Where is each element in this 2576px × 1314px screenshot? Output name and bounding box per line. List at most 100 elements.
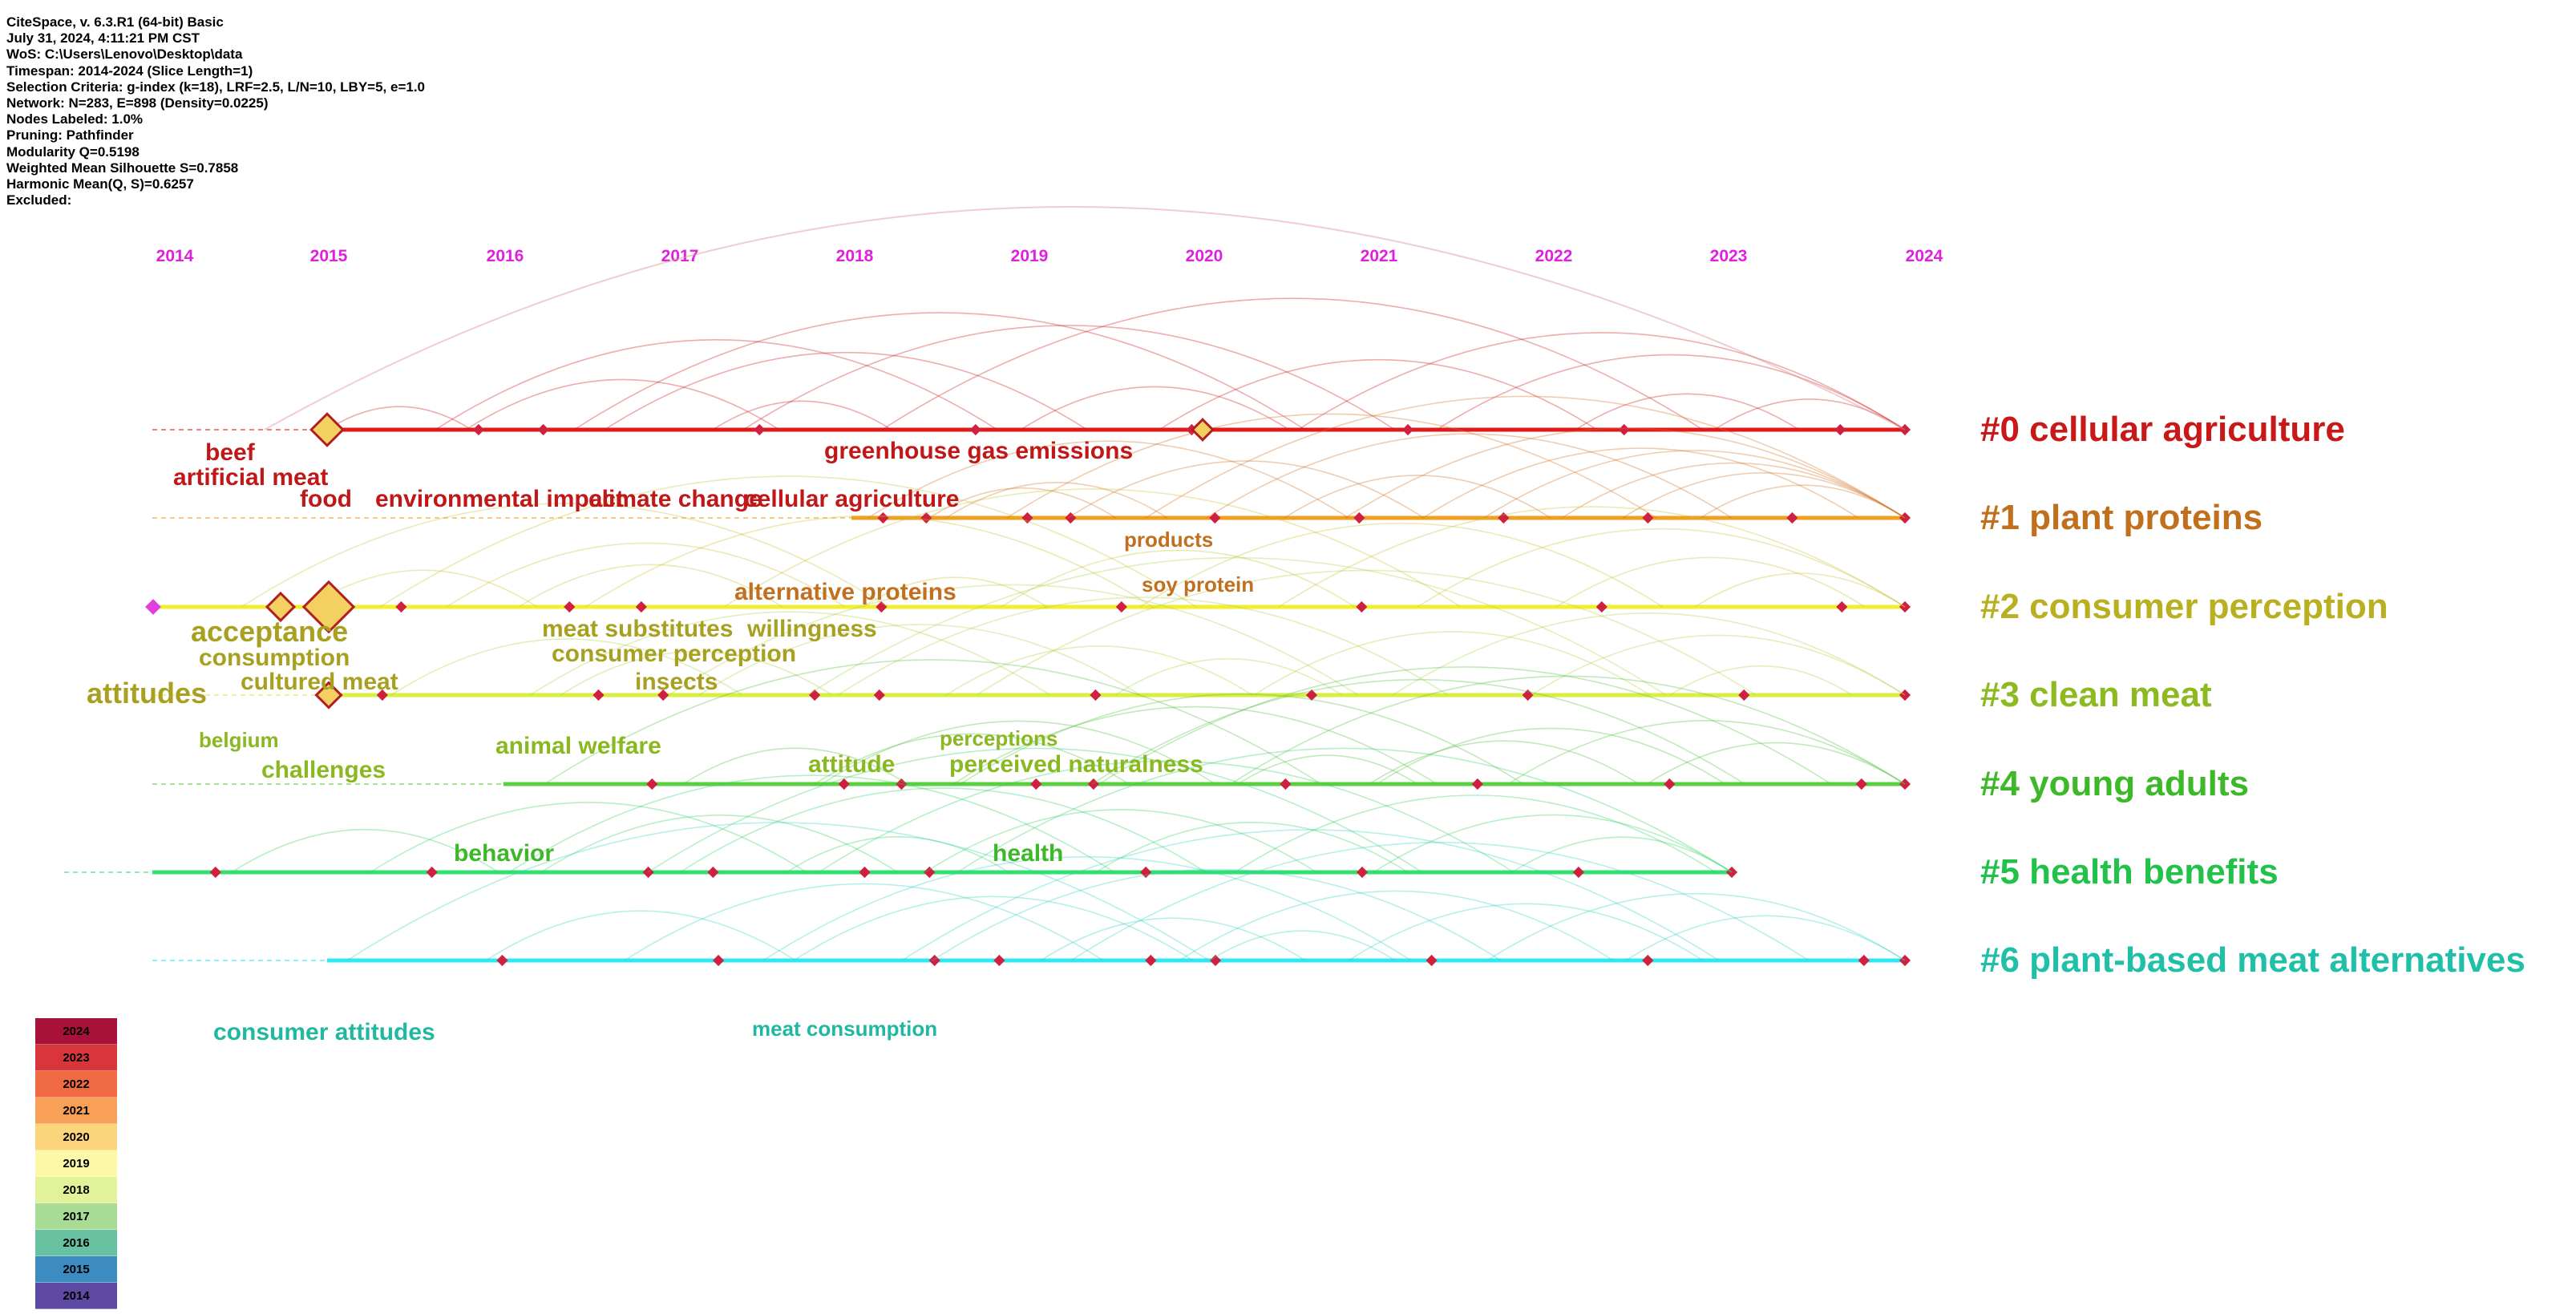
citation-arc — [928, 487, 1117, 519]
node-marker — [1305, 689, 1318, 701]
legend-year-swatch: 2017 — [35, 1203, 117, 1230]
citation-arc — [1230, 675, 1906, 785]
citation-arc — [862, 576, 1048, 608]
citation-arc — [1067, 460, 1425, 519]
citation-arc — [647, 747, 1423, 873]
legend-year-swatch: 2022 — [35, 1071, 117, 1098]
legend-year-swatch: 2023 — [35, 1045, 117, 1071]
citation-arc — [682, 747, 908, 785]
citation-arc — [1561, 462, 1906, 519]
citation-arc — [960, 693, 1524, 785]
year-label: 2022 — [1535, 247, 1573, 265]
node-marker — [1834, 423, 1846, 436]
citation-arc — [465, 378, 780, 431]
year-label: 2021 — [1361, 247, 1398, 265]
node-marker — [969, 423, 981, 436]
citation-arc — [1114, 657, 1343, 696]
citation-arc — [1483, 450, 1906, 519]
keyword-label: perceived naturalness — [949, 751, 1203, 778]
keyword-label: behavior — [454, 840, 554, 867]
keyword-label: meat consumption — [752, 1017, 937, 1041]
citation-arc — [698, 624, 1141, 696]
year-color-legend: 2024 2023 2022 2021 2020 2019 2018 2017 2016 2015… — [35, 1018, 117, 1309]
node-marker — [1642, 954, 1654, 967]
citation-arc — [1417, 528, 1906, 608]
citation-arc — [390, 638, 743, 696]
citation-arc — [1348, 903, 1704, 961]
node-marker — [537, 423, 549, 436]
node-marker — [1065, 511, 1077, 524]
node-marker — [395, 600, 407, 613]
citation-arc — [1555, 556, 1866, 608]
node-marker — [1356, 600, 1368, 613]
node-marker — [1664, 778, 1676, 790]
keyword-label: environmental impact — [375, 486, 624, 512]
highlighted-node — [1191, 418, 1215, 442]
node-marker — [707, 866, 719, 879]
keyword-label: attitudes — [87, 677, 207, 710]
keyword-label: insects — [635, 669, 718, 695]
keyword-label: consumer perception — [552, 641, 796, 667]
citation-arc — [560, 650, 833, 696]
keyword-label: willingness — [746, 616, 877, 642]
year-label: 2024 — [1906, 247, 1943, 265]
legend-year-swatch: 2016 — [35, 1230, 117, 1256]
citation-arc — [793, 896, 1194, 961]
node-marker — [564, 600, 576, 613]
node-marker — [642, 866, 654, 879]
citation-arc — [1159, 358, 1598, 431]
keyword-label: consumption — [199, 645, 350, 671]
citation-arc — [446, 542, 846, 608]
keyword-label: greenhouse gas emissions — [824, 438, 1133, 464]
node-marker — [1280, 778, 1292, 790]
node-marker — [657, 689, 669, 701]
citation-arc — [1669, 665, 1853, 696]
node-marker — [896, 778, 908, 790]
info-line: WoS: C:\Users\Lenovo\Desktop\data — [6, 46, 243, 63]
node-marker — [646, 778, 658, 790]
citation-arc — [1098, 666, 1832, 785]
info-line: Network: N=283, E=898 (Density=0.0225) — [6, 95, 269, 111]
keyword-label: beef — [205, 439, 256, 466]
citation-arc — [1237, 754, 1418, 785]
node-marker — [1858, 954, 1870, 967]
citation-arc — [742, 325, 1396, 431]
keyword-label: food — [300, 486, 352, 512]
node-marker — [1209, 511, 1221, 524]
keyword-label: acceptance — [191, 615, 348, 648]
node-marker — [877, 511, 889, 524]
keyword-label: consumer attitudes — [213, 1019, 435, 1045]
node-marker — [712, 954, 725, 967]
node-marker — [1402, 423, 1414, 436]
legend-year-swatch: 2015 — [35, 1256, 117, 1283]
keyword-label: meat substitutes — [542, 616, 733, 642]
citation-arc — [1020, 386, 1290, 431]
node-marker — [1572, 866, 1584, 879]
citation-arc — [508, 774, 1115, 873]
citation-arc — [1713, 398, 1906, 431]
citation-arc — [584, 515, 1154, 608]
node-marker — [592, 689, 605, 701]
citation-arc — [1622, 471, 1906, 519]
legend-year-swatch: 2014 — [35, 1283, 117, 1309]
citation-arc — [1091, 679, 1745, 785]
node-marker — [1030, 778, 1042, 790]
node-marker — [1353, 511, 1365, 524]
info-line: Weighted Mean Silhouette S=0.7858 — [6, 160, 239, 176]
node-marker — [1145, 954, 1157, 967]
citation-arc — [1206, 433, 1733, 519]
year-label: 2019 — [1011, 247, 1049, 265]
info-line: Modularity Q=0.5198 — [6, 144, 140, 160]
citation-arc — [529, 611, 1051, 696]
node-marker — [1140, 866, 1152, 879]
citation-arc — [264, 206, 1906, 431]
citation-arc — [544, 659, 1322, 785]
highlighted-node — [301, 580, 356, 634]
node-marker — [1356, 866, 1369, 879]
citation-arc — [952, 706, 1438, 785]
node-marker — [1855, 778, 1867, 790]
citation-arc — [1486, 892, 1906, 961]
citation-arc — [1006, 413, 1657, 519]
citation-arc — [326, 406, 472, 431]
